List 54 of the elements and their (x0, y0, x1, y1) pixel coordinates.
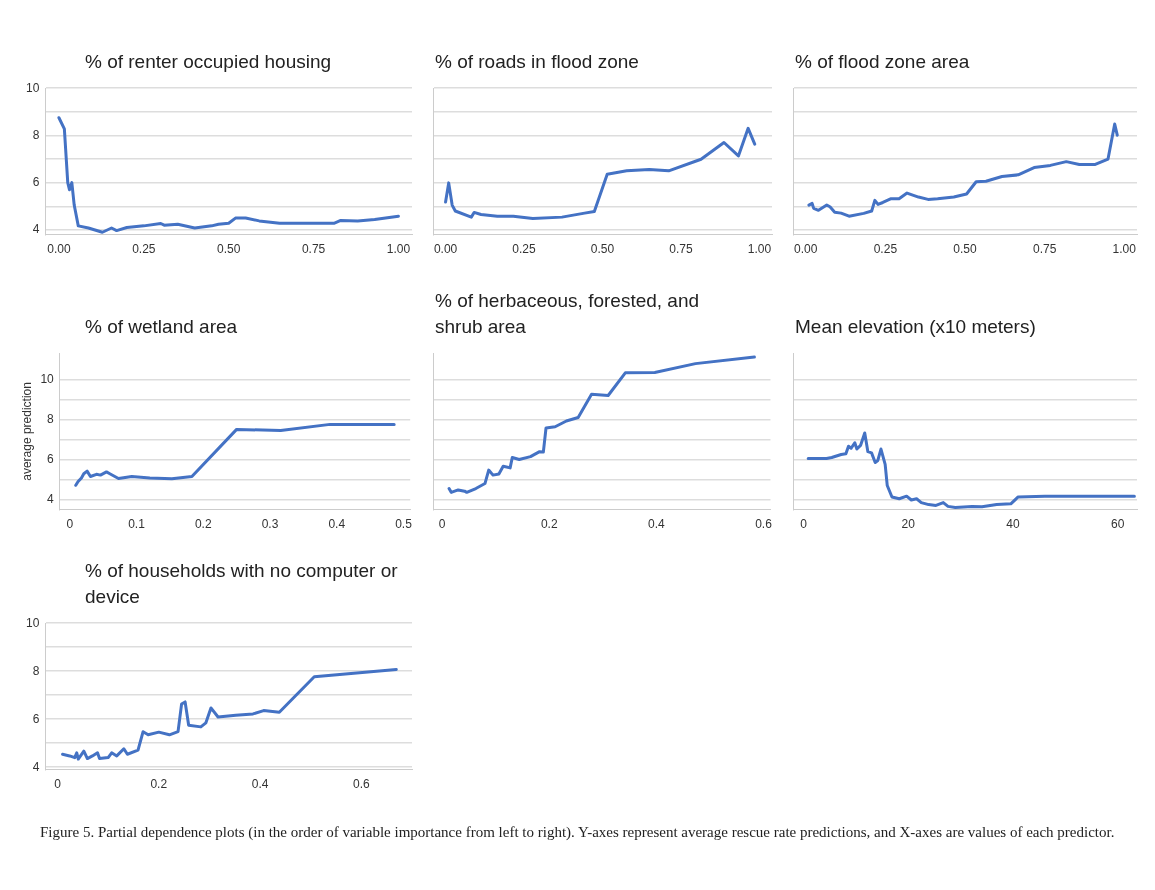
x-tick-label: 0.75 (301, 242, 326, 257)
x-tick-label: 0.4 (328, 517, 346, 532)
chart-title: % of herbaceous, forested, and shrub area (434, 289, 701, 339)
x-tick-label: 0.75 (1032, 242, 1057, 257)
x-tick-label: 0 (66, 517, 74, 532)
x-tick-label: 0.4 (251, 777, 269, 792)
x-tick-label: 0.25 (873, 242, 898, 257)
y-tick-label: 6 (32, 711, 40, 726)
y-tick-label: 8 (32, 127, 40, 142)
chart-title: Mean elevation (x10 meters) (794, 315, 1037, 339)
chart-title: % of flood zone area (794, 50, 971, 74)
x-tick-label: 0 (54, 777, 62, 792)
x-tick-label: 60 (1110, 517, 1125, 532)
x-tick-label: 0.00 (794, 242, 818, 257)
x-tick-label: 0.00 (47, 242, 71, 257)
x-tick-label: 0.50 (953, 242, 977, 257)
x-tick-label: 0 (800, 517, 808, 532)
y-tick-label: 4 (32, 222, 40, 237)
chart-title: % of renter occupied housing (84, 50, 333, 74)
x-tick-label: 0.6 (353, 777, 371, 792)
y-tick-label: 8 (32, 663, 40, 678)
x-tick-label: 0.75 (669, 242, 693, 257)
x-tick-label: 1.00 (1112, 242, 1137, 257)
x-tick-label: 0.2 (150, 777, 168, 792)
x-tick-label: 0.2 (540, 517, 558, 532)
x-tick-label: 0.1 (128, 517, 146, 532)
x-tick-label: 0.6 (755, 517, 773, 532)
y-tick-label: 4 (32, 759, 40, 774)
caption: Figure 5. Partial dependence plots (in the order of variable importance from left to right). Y-axes represent average rescue rate predictions, and X-axes are values of each predictor. (40, 823, 1116, 842)
y-tick-label: 10 (25, 80, 40, 95)
x-tick-label: 40 (1006, 517, 1020, 532)
x-tick-label: 0.50 (216, 242, 241, 257)
x-tick-label: 0.00 (433, 242, 458, 257)
x-tick-label: 0.3 (261, 517, 279, 532)
y-tick-label: 10 (40, 371, 55, 386)
chart-title: % of roads in flood zone (434, 50, 640, 74)
x-tick-label: 1.00 (386, 242, 411, 257)
x-tick-label: 0 (438, 517, 446, 532)
chart-title: % of households with no computer or device (84, 559, 399, 609)
y-tick-label: 10 (25, 615, 40, 630)
x-tick-label: 0.2 (194, 517, 212, 532)
x-tick-label: 20 (901, 517, 916, 532)
y-tick-label: 6 (47, 451, 55, 466)
y-tick-label: 8 (47, 411, 55, 426)
x-tick-label: 1.00 (747, 242, 772, 257)
x-tick-label: 0.50 (590, 242, 615, 257)
x-tick-label: 0.25 (512, 242, 537, 257)
y-tick-label: 4 (47, 491, 55, 506)
y-tick-label: 6 (32, 174, 40, 189)
x-tick-label: 0.5 (395, 517, 413, 532)
x-tick-label: 0.25 (132, 242, 156, 257)
x-tick-label: 0.4 (648, 517, 666, 532)
chart-title: % of wetland area (84, 315, 239, 339)
y-axis-title: average prediction (19, 382, 34, 481)
